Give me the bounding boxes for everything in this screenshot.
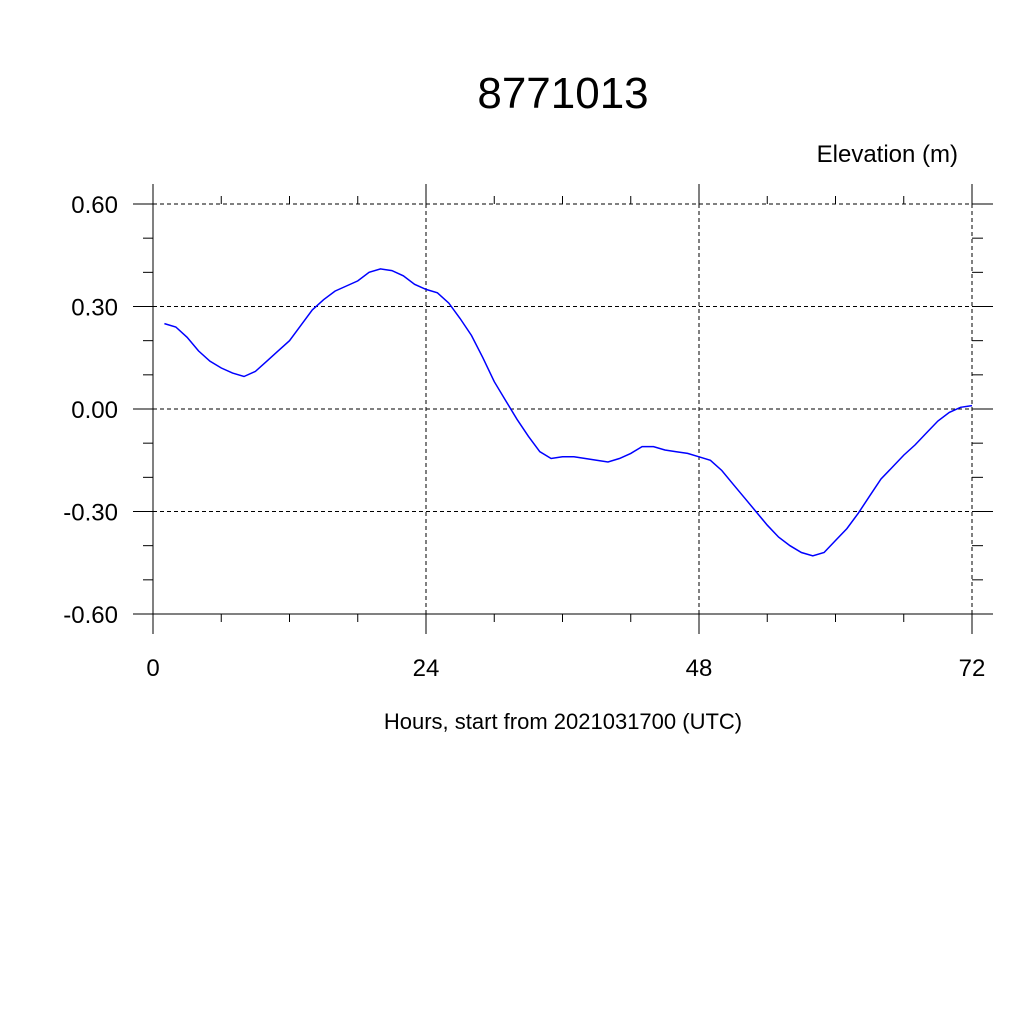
y-axis-label: Elevation (m) [817, 141, 958, 168]
plot-frame [133, 184, 993, 634]
x-tick-label: 24 [413, 655, 440, 682]
x-tick-label: 72 [959, 655, 986, 682]
y-tick-label: -0.60 [63, 602, 118, 629]
y-tick-label: 0.00 [71, 397, 118, 424]
y-tick-label: -0.30 [63, 500, 118, 527]
x-tick-label: 0 [146, 655, 159, 682]
series-group [164, 268, 973, 557]
x-tick-label: 48 [686, 655, 713, 682]
y-tick-labels: 0.60 0.30 0.00 -0.30 -0.60 [63, 192, 118, 629]
y-tick-label: 0.30 [71, 295, 118, 322]
grid-lines [152, 203, 973, 615]
x-tick-labels: 0 24 48 72 [146, 655, 985, 682]
elevation-series-line [164, 268, 973, 557]
x-axis-label: Hours, start from 2021031700 (UTC) [384, 709, 742, 734]
y-tick-label: 0.60 [71, 192, 118, 219]
chart-title: 8771013 [477, 69, 648, 118]
